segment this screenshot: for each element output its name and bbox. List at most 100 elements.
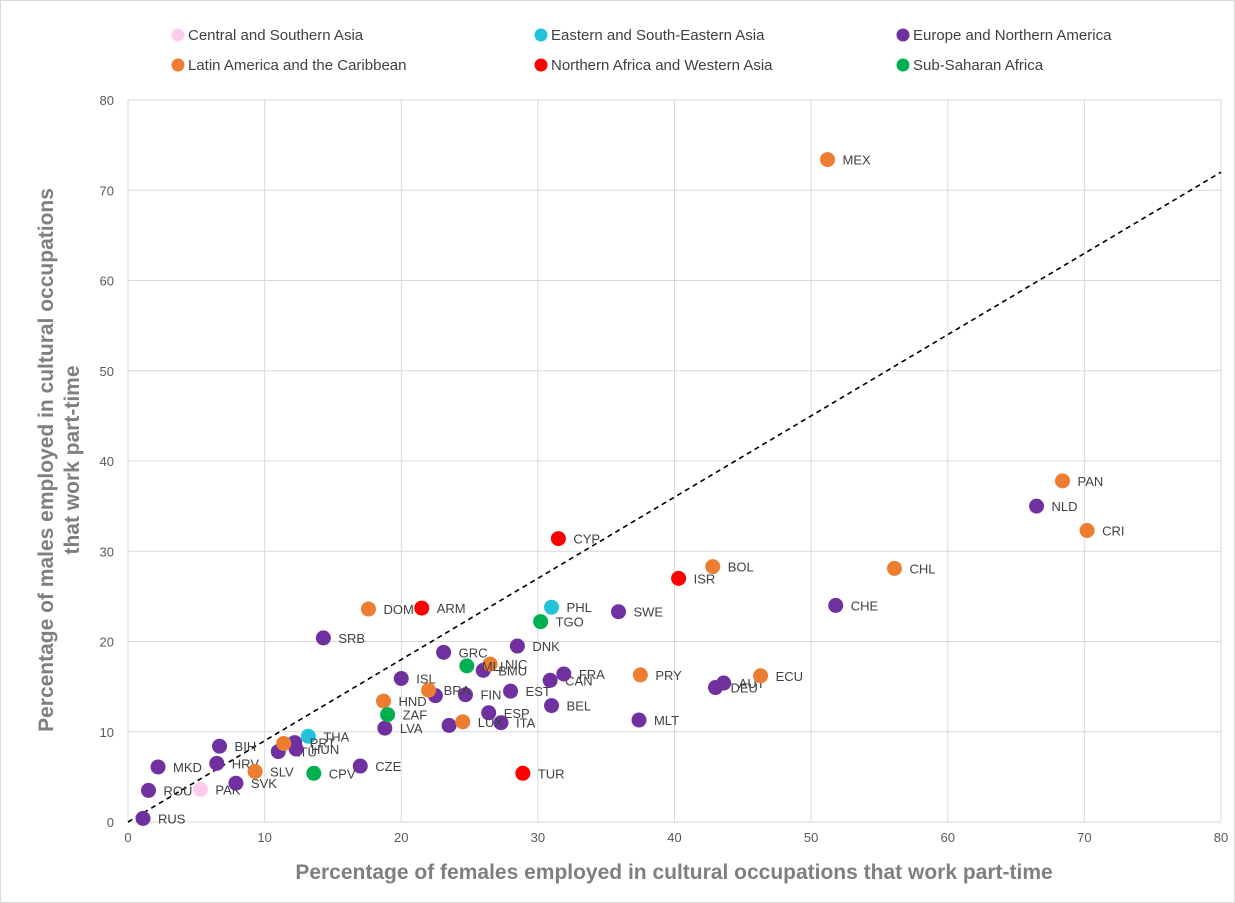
data-point bbox=[352, 758, 368, 774]
data-point bbox=[192, 782, 208, 798]
data-point bbox=[140, 782, 156, 798]
data-point bbox=[393, 671, 409, 687]
legend-label: Sub-Saharan Africa bbox=[913, 57, 1044, 74]
point-label: FIN bbox=[480, 688, 501, 703]
legend-label: Northern Africa and Western Asia bbox=[551, 57, 773, 74]
gridlines bbox=[127, 99, 1222, 823]
tick-labels: 0 10 20 30 40 50 60 70 80 0 10 20 30 40 50 60 70 80 bbox=[100, 93, 1229, 845]
data-point bbox=[716, 675, 732, 691]
data-point bbox=[515, 765, 531, 781]
data-point bbox=[300, 728, 316, 744]
data-point bbox=[135, 810, 151, 826]
point-label: CPV bbox=[329, 766, 356, 781]
point-label: TGO bbox=[556, 615, 584, 630]
legend-label: Central and Southern Asia bbox=[188, 27, 364, 44]
point-label: ISR bbox=[694, 571, 716, 586]
point-label: ZAF bbox=[403, 708, 428, 723]
data-point bbox=[459, 658, 475, 674]
point-label: CZE bbox=[375, 759, 401, 774]
x-tick-label: 0 bbox=[124, 830, 131, 845]
data-points: PAKTHAPHLRUSROUMKDBIHHRVSVKLTUPRTHUNSRBC… bbox=[135, 152, 1124, 826]
x-tick-label: 60 bbox=[941, 830, 955, 845]
point-label: CYP bbox=[573, 532, 600, 547]
x-tick-label: 10 bbox=[257, 830, 271, 845]
x-tick-label: 20 bbox=[394, 830, 408, 845]
data-point bbox=[481, 705, 497, 721]
legend-marker bbox=[534, 58, 548, 72]
data-point bbox=[455, 714, 471, 730]
legend-label: Latin America and the Caribbean bbox=[188, 57, 406, 74]
data-point bbox=[493, 715, 509, 731]
data-point bbox=[375, 693, 391, 709]
x-axis-title: Percentage of females employed in cultur… bbox=[295, 861, 1052, 884]
data-point bbox=[550, 531, 566, 547]
point-label: ARM bbox=[437, 601, 466, 616]
data-point bbox=[1079, 522, 1095, 538]
point-label: ESP bbox=[504, 706, 530, 721]
point-label: CHL bbox=[909, 561, 935, 576]
x-tick-label: 30 bbox=[531, 830, 545, 845]
y-tick-label: 60 bbox=[100, 274, 114, 289]
data-point bbox=[209, 755, 225, 771]
data-point bbox=[441, 717, 457, 733]
data-point bbox=[482, 656, 498, 672]
point-label: MLT bbox=[654, 713, 679, 728]
data-point bbox=[631, 712, 647, 728]
point-label: MLI bbox=[482, 659, 504, 674]
legend-label: Eastern and South-Eastern Asia bbox=[551, 27, 765, 44]
point-label: BIH bbox=[235, 739, 257, 754]
point-label: ITA bbox=[516, 716, 536, 731]
data-point bbox=[503, 683, 519, 699]
point-label: BMU bbox=[498, 663, 527, 678]
data-point bbox=[421, 682, 437, 698]
data-point bbox=[828, 597, 844, 613]
data-point bbox=[556, 666, 572, 682]
y-tick-label: 10 bbox=[100, 725, 114, 740]
data-point bbox=[1029, 498, 1045, 514]
data-point bbox=[753, 668, 769, 684]
data-point bbox=[414, 600, 430, 616]
point-label: RUS bbox=[158, 811, 186, 826]
point-label: DNK bbox=[532, 639, 560, 654]
point-label: SRB bbox=[338, 631, 365, 646]
y-tick-label: 70 bbox=[100, 183, 114, 198]
point-label: NIC bbox=[505, 657, 527, 672]
y-tick-label: 20 bbox=[100, 635, 114, 650]
y-tick-label: 0 bbox=[107, 815, 114, 830]
y-tick-label: 30 bbox=[100, 544, 114, 559]
point-label: THA bbox=[323, 729, 349, 744]
y-tick-label: 50 bbox=[100, 364, 114, 379]
data-point bbox=[306, 765, 322, 781]
point-label: HUN bbox=[311, 742, 339, 757]
point-label: BRA bbox=[444, 683, 471, 698]
legend-marker bbox=[896, 28, 910, 42]
y-tick-label: 80 bbox=[100, 93, 114, 108]
point-label: BEL bbox=[567, 699, 592, 714]
point-label: SLV bbox=[270, 764, 294, 779]
data-point bbox=[509, 638, 525, 654]
point-label: ECU bbox=[776, 669, 803, 684]
point-label: MEX bbox=[843, 153, 872, 168]
point-label: DOM bbox=[383, 602, 413, 617]
data-point bbox=[542, 672, 558, 688]
point-label: PRY bbox=[655, 668, 682, 683]
point-label: HND bbox=[398, 694, 426, 709]
legend-label: Europe and Northern America bbox=[913, 27, 1112, 44]
point-label: CRI bbox=[1102, 523, 1124, 538]
data-point bbox=[457, 687, 473, 703]
data-point bbox=[288, 741, 304, 757]
point-label: GRC bbox=[459, 645, 488, 660]
data-point bbox=[247, 763, 263, 779]
x-tick-label: 80 bbox=[1214, 830, 1228, 845]
data-point bbox=[315, 630, 331, 646]
data-point bbox=[1055, 473, 1071, 489]
point-label: LUX bbox=[478, 715, 504, 730]
legend-marker bbox=[896, 58, 910, 72]
x-tick-label: 50 bbox=[804, 830, 818, 845]
data-point bbox=[671, 570, 687, 586]
point-label: DEU bbox=[730, 681, 757, 696]
point-label: CAN bbox=[565, 673, 592, 688]
data-point bbox=[360, 601, 376, 617]
